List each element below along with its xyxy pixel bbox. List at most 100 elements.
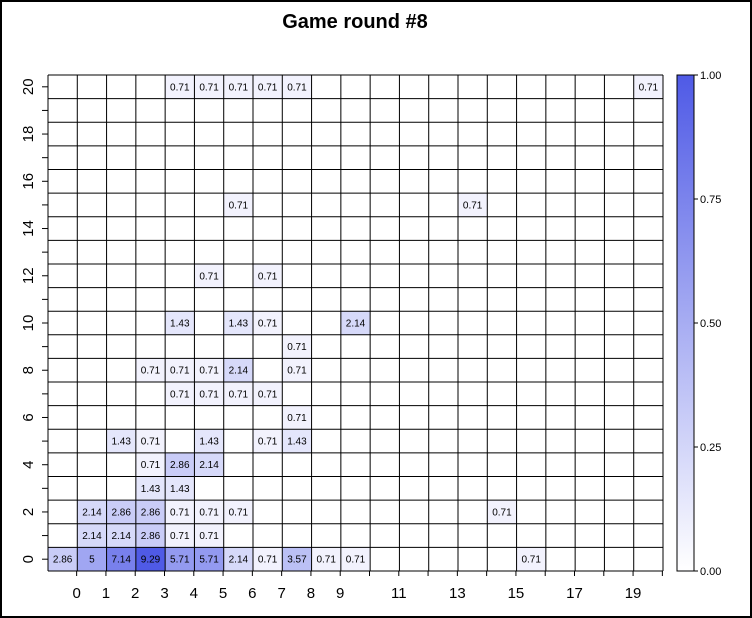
cell-value-label: 0.71 [229,82,249,93]
heatmap-cell [516,547,546,571]
cell-value-label: 2.86 [170,460,190,471]
cell-value-label: 0.71 [258,271,278,282]
cell-value-label: 0.71 [258,319,278,330]
cell-value-label: 0.71 [170,366,190,377]
heatmap-cell [282,358,312,383]
heatmap-cell [135,500,166,524]
cell-value-label: 2.14 [82,507,102,518]
x-tick-label: 2 [131,585,139,602]
heatmap-cell [77,500,107,524]
x-tick-label: 3 [160,585,168,602]
cell-value-label: 1.43 [199,437,219,448]
y-tick-label: 20 [20,78,37,95]
heatmap-cell [106,500,136,524]
cell-value-label: 2.14 [111,531,131,542]
heatmap-cell [282,429,312,453]
heatmap-cell [282,405,312,430]
cell-value-label: 5.71 [199,555,219,566]
x-tick-label: 17 [566,585,583,602]
cell-value-label: 0.71 [199,366,219,377]
x-tick-label: 1 [102,585,110,602]
cell-value-label: 0.71 [199,531,219,542]
heatmap-cell [282,547,312,571]
cell-value-label: 0.71 [287,342,307,353]
colorbar-tick-label: 0.00 [700,566,721,578]
y-tick-label: 0 [20,555,37,563]
x-tick-label: 9 [336,585,344,602]
x-tick-label: 7 [277,585,285,602]
heatmap-cell [106,523,136,548]
cell-value-label: 0.71 [141,460,161,471]
cell-value-label: 0.71 [229,200,249,211]
cell-value-label: 2.14 [229,555,249,566]
heatmap-cell [135,523,166,548]
cell-value-label: 0.71 [258,82,278,93]
heatmap-cell [135,358,166,383]
x-tick-label: 15 [508,585,525,602]
cell-value-label: 0.71 [258,437,278,448]
cell-value-label: 1.43 [287,437,307,448]
cell-value-label: 2.86 [53,555,73,566]
cell-value-label: 1.43 [170,319,190,330]
heatmap-cell [340,547,371,571]
x-tick-label: 8 [307,585,315,602]
heatmap-cell [194,429,224,453]
x-tick-label: 6 [248,585,256,602]
cell-value-label: 0.71 [287,366,307,377]
heatmap-cell [194,452,224,477]
heatmap-cell [223,311,253,335]
heatmap-cell [311,547,341,571]
heatmap-cell [165,75,195,99]
cell-value-label: 2.14 [229,366,249,377]
y-tick-label: 6 [20,413,37,421]
cell-value-label: 1.43 [111,437,131,448]
y-tick-label: 10 [20,315,37,332]
heatmap-cell [223,358,253,383]
heatmap-cell [194,500,224,524]
y-tick-label: 12 [20,267,37,284]
heatmap-cell [165,452,195,477]
heatmap-cell [77,523,107,548]
heatmap-cell [223,547,253,571]
y-tick-label: 14 [20,220,37,237]
heatmap-cell [194,263,224,288]
heatmap-cell [282,334,312,359]
cell-value-label: 2.14 [82,531,102,542]
cell-value-label: 0.71 [141,366,161,377]
x-tick-label: 19 [625,585,642,602]
cell-value-label: 0.71 [316,555,336,566]
x-tick-label: 0 [72,585,80,602]
heatmap-cell [253,429,283,453]
cell-value-label: 3.57 [287,555,307,566]
y-tick-label: 4 [20,461,37,469]
y-tick-label: 8 [20,366,37,374]
cell-value-label: 0.71 [258,555,278,566]
cell-value-label: 2.86 [111,507,131,518]
heatmap-cell [253,75,283,99]
cell-value-label: 5.71 [170,555,190,566]
cell-value-label: 2.86 [141,507,161,518]
heatmap-cell [165,547,195,571]
cell-value-label: 7.14 [111,555,131,566]
y-axis: 0 2 4 6 8 10 12 14 16 18 20 [20,78,48,563]
cell-value-label: 0.71 [170,531,190,542]
heatmap-cell [48,547,78,571]
heatmap-cell [135,476,166,501]
cell-value-label: 5 [89,555,95,566]
heatmap-cell [253,547,283,571]
cell-value-label: 0.71 [229,389,249,400]
cell-value-label: 1.43 [170,484,190,495]
heatmap-cell [223,75,253,99]
cell-value-label: 2.86 [141,531,161,542]
cell-value-label: 9.29 [141,555,161,566]
cell-value-label: 0.71 [287,82,307,93]
colorbar: 0.00 0.25 0.50 0.75 1.00 [676,70,721,578]
heatmap-cell [340,311,371,335]
y-tick-label: 18 [20,126,37,143]
cell-value-label: 0.71 [199,82,219,93]
heatmap-cell [633,75,663,99]
heatmap-cell [135,547,166,571]
heatmap-cell [165,500,195,524]
heatmap-cell [106,547,136,571]
cell-value-label: 0.71 [170,389,190,400]
